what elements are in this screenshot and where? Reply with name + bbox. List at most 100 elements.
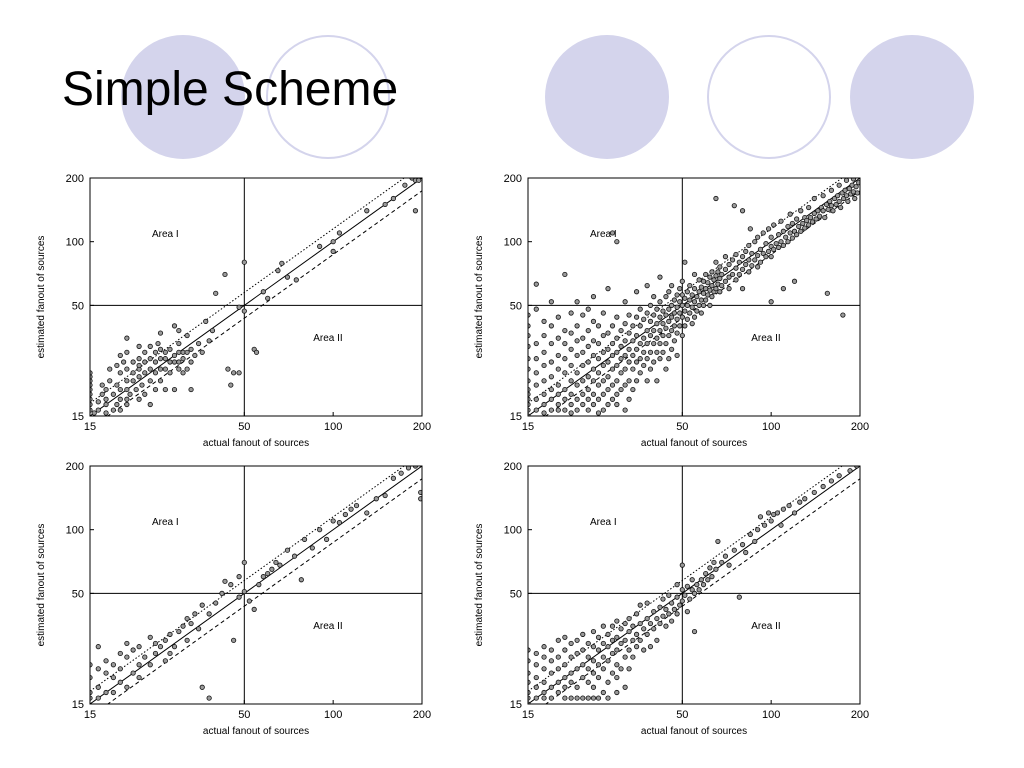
data-point xyxy=(660,321,666,327)
data-point xyxy=(171,359,178,365)
data-point xyxy=(147,356,153,362)
data-point xyxy=(657,356,663,362)
data-point xyxy=(562,340,568,347)
data-point xyxy=(99,382,105,388)
data-point xyxy=(541,349,547,355)
data-point xyxy=(787,230,793,236)
data-point xyxy=(633,631,640,637)
data-point xyxy=(585,396,591,402)
data-point xyxy=(703,271,709,278)
data-point xyxy=(528,647,531,653)
data-point xyxy=(755,252,761,259)
x-tick-label: 50 xyxy=(238,421,250,433)
data-point xyxy=(644,310,650,316)
data-point xyxy=(130,370,136,376)
data-point xyxy=(719,559,725,566)
data-point xyxy=(117,396,123,402)
data-point xyxy=(590,366,597,372)
data-point xyxy=(206,611,212,617)
data-point xyxy=(691,314,698,320)
data-point xyxy=(687,310,693,316)
data-point xyxy=(651,340,657,347)
data-point xyxy=(562,356,568,362)
data-point xyxy=(663,366,669,372)
data-point xyxy=(90,689,93,696)
data-point xyxy=(783,234,789,240)
x-tick-label: 100 xyxy=(762,709,780,721)
data-point xyxy=(800,220,806,227)
data-point xyxy=(647,318,654,324)
data-point xyxy=(124,684,130,690)
y-tick-label: 15 xyxy=(72,411,84,423)
data-point xyxy=(580,362,586,369)
data-point xyxy=(533,674,539,681)
data-point xyxy=(689,292,695,298)
data-point xyxy=(828,187,834,193)
y-tick-label: 200 xyxy=(504,173,522,185)
data-point xyxy=(136,362,142,369)
reference-line-dashed xyxy=(544,478,860,704)
data-point xyxy=(167,631,173,637)
area-label: Area I xyxy=(152,229,179,240)
data-point xyxy=(687,283,693,289)
data-point xyxy=(609,637,616,643)
data-point xyxy=(600,654,606,660)
data-point xyxy=(124,349,130,355)
data-point xyxy=(142,370,148,376)
data-point xyxy=(609,670,616,676)
data-point xyxy=(265,571,271,577)
data-point xyxy=(562,634,568,640)
data-point xyxy=(789,220,795,227)
data-point xyxy=(733,265,739,271)
data-point xyxy=(533,396,539,402)
data-point xyxy=(117,370,123,376)
data-point xyxy=(796,223,802,230)
data-point xyxy=(225,366,231,372)
data-point xyxy=(630,654,636,660)
data-point xyxy=(541,332,547,339)
data-point xyxy=(813,216,819,222)
data-point xyxy=(838,204,844,211)
data-point xyxy=(707,565,713,571)
data-point xyxy=(856,180,860,186)
chart-svg: Area I Area II 15 50 100 200 15 50 100 200 actual … xyxy=(36,173,431,449)
data-point xyxy=(696,302,702,308)
data-point xyxy=(90,370,93,376)
data-point xyxy=(90,674,93,681)
data-point xyxy=(700,582,707,588)
data-point xyxy=(293,277,299,283)
area-label: Area I xyxy=(152,517,179,528)
data-point xyxy=(528,378,531,384)
chart-svg: Area I Area II 15 50 100 200 15 50 100 200 actual … xyxy=(474,173,869,449)
data-point xyxy=(657,274,663,280)
decorative-circle xyxy=(266,35,390,159)
data-point xyxy=(682,259,688,265)
data-point xyxy=(162,658,168,664)
data-point xyxy=(614,391,620,397)
y-tick-label: 200 xyxy=(66,173,84,185)
data-point xyxy=(528,401,531,408)
data-point xyxy=(231,637,237,643)
data-point xyxy=(669,618,675,624)
data-point xyxy=(811,210,817,217)
data-point xyxy=(746,257,752,263)
data-point xyxy=(647,349,654,355)
data-point xyxy=(752,239,758,245)
data-point xyxy=(585,374,591,380)
area-label: Area I xyxy=(590,517,617,528)
data-point xyxy=(600,666,606,672)
data-point xyxy=(580,695,586,701)
data-point xyxy=(528,332,531,339)
data-point xyxy=(195,340,202,347)
data-point xyxy=(828,478,834,484)
data-point xyxy=(654,615,660,622)
data-point xyxy=(528,343,531,349)
data-point xyxy=(117,679,123,685)
data-point xyxy=(703,286,709,292)
data-point xyxy=(176,359,182,365)
y-tick-label: 100 xyxy=(504,237,522,249)
data-point xyxy=(666,356,672,362)
data-point xyxy=(228,382,234,388)
data-point xyxy=(691,299,698,305)
data-point xyxy=(90,695,93,701)
